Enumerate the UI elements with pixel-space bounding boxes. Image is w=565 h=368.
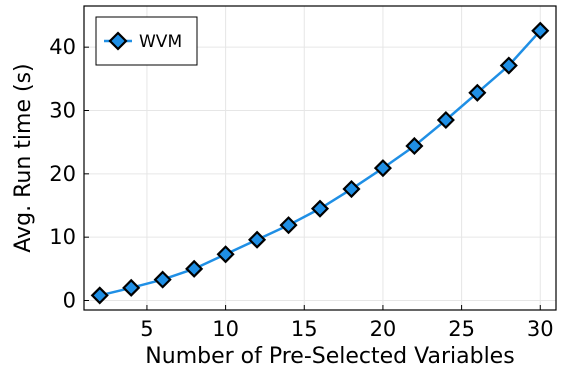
legend-marker-swatch [108,31,128,51]
axis-ticks: 5 10 15 20 25 30 0 10 20 30 40 [49,35,553,341]
series-layer [90,21,550,305]
data-point [185,259,204,278]
data-point [216,245,235,264]
y-tick-label: 40 [49,35,76,59]
data-point [122,278,141,297]
data-point [153,270,172,289]
data-point [436,110,455,130]
legend: WVM [95,16,198,66]
y-tick-label: 20 [49,162,76,186]
x-tick-label: 15 [291,317,318,341]
y-axis-label: Avg. Run time (s) [11,63,36,252]
data-point [248,230,267,249]
data-point [468,83,487,102]
data-point [310,199,330,218]
x-tick-label: 10 [212,317,239,341]
data-point [405,136,424,156]
x-tick-label: 20 [370,317,397,341]
legend-label: WVM [139,32,182,52]
x-axis-label: Number of Pre-Selected Variables [145,344,514,368]
y-tick-label: 0 [63,289,76,313]
y-tick-label: 10 [49,225,76,249]
x-tick-label: 25 [448,317,475,341]
x-tick-label: 5 [140,317,153,341]
data-point [499,56,518,75]
data-point [531,21,550,40]
data-point [342,179,361,199]
data-point [90,286,109,305]
series-line [99,29,542,297]
data-point [279,216,298,235]
data-point [373,159,392,178]
y-tick-label: 30 [49,99,76,123]
plot-frame [83,5,557,311]
x-tick-label: 30 [527,317,554,341]
